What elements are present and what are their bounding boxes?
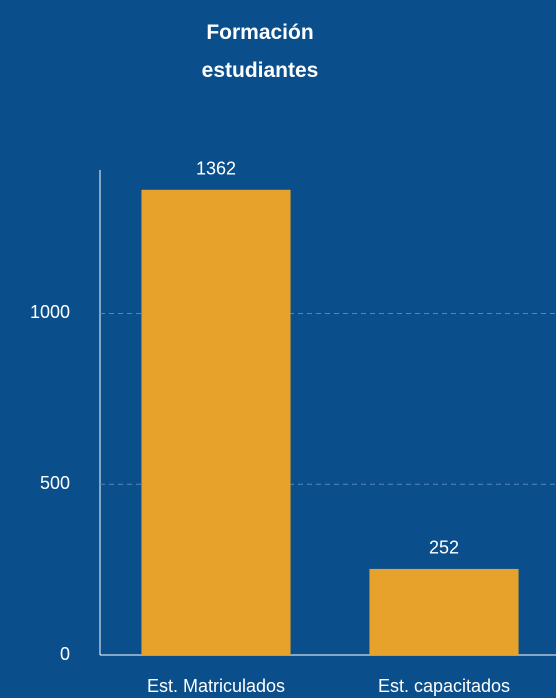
bar (141, 189, 291, 655)
value-label: 1362 (196, 159, 236, 179)
y-tick-label: 500 (40, 473, 70, 493)
x-tick-label: Est. capacitados (378, 676, 510, 696)
value-label: 252 (429, 538, 459, 558)
x-tick-label: Est. Matriculados (147, 676, 285, 696)
chart-title: Formación estudiantes (201, 21, 319, 82)
y-tick-label: 1000 (30, 302, 70, 322)
bar (369, 568, 519, 655)
y-tick-label: 0 (60, 644, 70, 664)
